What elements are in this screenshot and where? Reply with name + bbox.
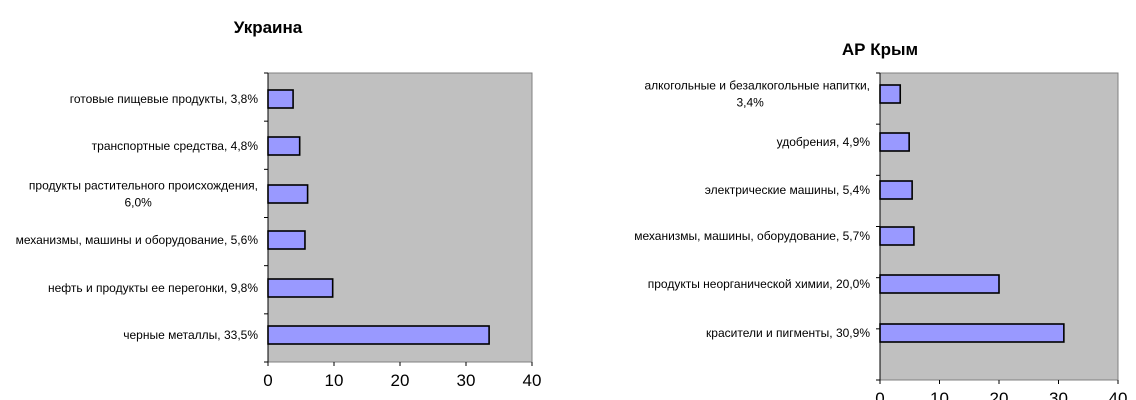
category-label: транспортные средства, 4,8% [92,139,259,153]
bar [879,274,1000,294]
x-tick-label: 0 [875,389,884,400]
x-tick-label: 0 [263,371,272,390]
bar [267,184,309,204]
x-tick-label: 40 [1109,389,1128,400]
category-label: продукты растительного происхождения, [29,179,258,193]
bar [267,278,334,298]
category-label: готовые пищевые продукты, 3,8% [70,92,259,106]
x-tick-label: 20 [990,389,1009,400]
category-label: алкогольные и безалкогольные напитки, [644,79,870,93]
x-tick-label: 10 [325,371,344,390]
x-tick-label: 40 [523,371,542,390]
category-label: механизмы, машины и оборудование, 5,6% [16,233,259,247]
bar [879,323,1065,343]
chart-2: АР Крым алкогольные и безалкогольные напи… [634,40,1127,400]
category-label: электрические машины, 5,4% [705,183,871,197]
plot-area [267,72,533,363]
category-label: черные металлы, 33,5% [123,328,258,342]
x-tick-label: 10 [930,389,949,400]
category-label: продукты неорганической химии, 20,0% [648,277,871,291]
bar [267,89,294,109]
bar [879,132,910,152]
category-label: механизмы, машины, оборудование, 5,7% [634,229,870,243]
chart-title: АР Крым [842,40,918,59]
category-label: 3,4% [736,96,764,110]
chart-1: Украина готовые пищевые продукты, 3,8% тра… [16,18,542,390]
bar [879,226,915,246]
chart-title: Украина [234,18,303,37]
x-tick-label: 30 [1049,389,1068,400]
x-tick-label: 30 [457,371,476,390]
bar [267,325,490,345]
bar [879,84,902,104]
bar [267,230,306,250]
category-label: нефть и продукты ее перегонки, 9,8% [48,281,258,295]
category-label: красители и пигменты, 30,9% [706,326,870,340]
category-label: удобрения, 4,9% [777,135,871,149]
category-label: 6,0% [124,196,152,210]
bar [879,180,913,200]
bar [267,136,301,156]
x-tick-label: 20 [391,371,410,390]
